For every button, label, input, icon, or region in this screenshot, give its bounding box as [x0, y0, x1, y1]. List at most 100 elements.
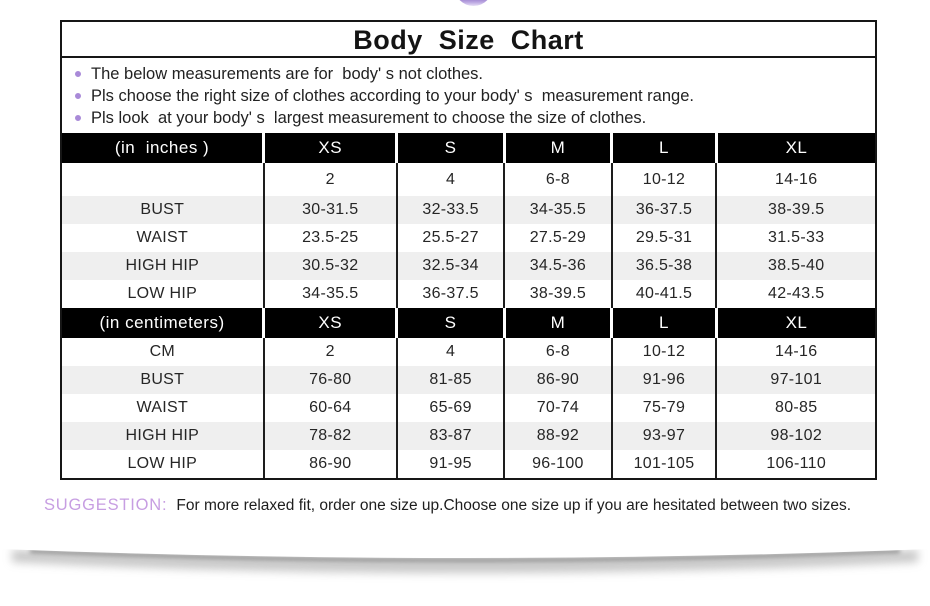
size-value: 30.5-32: [262, 252, 397, 280]
size-col-header-l: L: [610, 133, 717, 163]
bullet-ring-icon: [75, 93, 81, 99]
size-value: 40-41.5: [610, 280, 717, 308]
size-value: 93-97: [610, 422, 717, 450]
unit-label-centimeters: (in centimeters): [62, 308, 264, 338]
partial-circle-logo-icon: [454, 0, 493, 6]
header-row-inches: (in inches ) XS S M L XL: [62, 133, 875, 163]
size-value: 60-64: [262, 394, 397, 422]
row-label: WAIST: [136, 229, 189, 246]
note-text: The below measurements are for body' s n…: [91, 64, 484, 83]
note-text: Pls look at your body' s largest measure…: [91, 108, 647, 127]
table-row: BUST 76-80 81-85 86-90 91-96 97-101: [62, 366, 875, 394]
row-label: BUST: [140, 201, 185, 218]
notes-list: The below measurements are for body' s n…: [62, 58, 875, 133]
size-value: 14-16: [715, 338, 875, 366]
size-value: 29.5-31: [610, 224, 717, 252]
size-value: 38-39.5: [715, 196, 875, 224]
size-value: 27.5-29: [503, 224, 612, 252]
table-row: HIGH HIP 78-82 83-87 88-92 93-97 98-102: [62, 422, 875, 450]
size-col-header-xl: XL: [714, 308, 875, 338]
row-label: BUST: [140, 371, 185, 388]
table-row: HIGH HIP 30.5-32 32.5-34 34.5-36 36.5-38 38.5…: [62, 252, 875, 280]
size-value: 10-12: [610, 338, 717, 366]
size-value: 6-8: [503, 163, 612, 196]
size-value: 91-95: [395, 450, 505, 478]
size-value: 30-31.5: [262, 196, 397, 224]
page-bottom-shadow: [0, 538, 930, 606]
size-col-header-m: M: [502, 308, 612, 338]
size-value: 91-96: [610, 366, 717, 394]
bullet-ring-icon: [75, 115, 81, 121]
note-line-0: The below measurements are for body' s n…: [72, 63, 869, 85]
table-row: BUST 30-31.5 32-33.5 34-35.5 36-37.5 38-39.5: [62, 196, 875, 224]
size-value: 2: [262, 338, 397, 366]
page-curl-shadow-graphic: [0, 538, 930, 573]
table-row: WAIST 60-64 65-69 70-74 75-79 80-85: [62, 394, 875, 422]
size-col-header-xs: XS: [262, 308, 397, 338]
size-value: 101-105: [610, 450, 717, 478]
suggestion-text: For more relaxed fit, order one size up.…: [176, 497, 852, 514]
row-label: WAIST: [136, 399, 189, 416]
size-value: 106-110: [715, 450, 875, 478]
size-value: 88-92: [503, 422, 612, 450]
row-label: CM: [149, 343, 176, 360]
size-table-body: (in inches ) XS S M L XL 2 4 6-8 10-12 14-16 BUST 30…: [62, 133, 875, 478]
unit-label-inches: (in inches ): [62, 133, 264, 163]
size-value: 34-35.5: [503, 196, 612, 224]
size-value: 97-101: [715, 366, 875, 394]
note-text: Pls choose the right size of clothes acc…: [91, 86, 694, 105]
size-value: 83-87: [395, 422, 505, 450]
size-col-header-m: M: [502, 133, 612, 163]
size-value: 98-102: [715, 422, 875, 450]
row-label: HIGH HIP: [125, 427, 200, 444]
size-value: 81-85: [395, 366, 505, 394]
size-value: 6-8: [503, 338, 612, 366]
size-value: 38.5-40: [715, 252, 875, 280]
table-row: CM 2 4 6-8 10-12 14-16: [62, 338, 875, 366]
size-value: 42-43.5: [715, 280, 875, 308]
size-value: 76-80: [262, 366, 397, 394]
size-value: 96-100: [503, 450, 612, 478]
size-table: (in inches ) XS S M L XL 2 4 6-8 10-12 14-16 BUST 30…: [62, 133, 875, 478]
size-value: 4: [395, 338, 505, 366]
size-value: 4: [395, 163, 505, 196]
size-col-header-s: S: [395, 308, 505, 338]
size-value: 78-82: [262, 422, 397, 450]
table-row: LOW HIP 34-35.5 36-37.5 38-39.5 40-41.5 42-43…: [62, 280, 875, 308]
size-value: 23.5-25: [262, 224, 397, 252]
size-value: 36-37.5: [395, 280, 505, 308]
size-value: 32.5-34: [395, 252, 505, 280]
row-label: [62, 163, 264, 196]
row-label: LOW HIP: [127, 285, 198, 302]
size-value: 36.5-38: [610, 252, 717, 280]
page-title: Body Size Chart: [62, 22, 875, 58]
size-chart-box: Body Size Chart The below measurements a…: [60, 20, 877, 480]
size-col-header-xs: XS: [262, 133, 397, 163]
row-label: HIGH HIP: [125, 257, 200, 274]
size-value: 2: [262, 163, 397, 196]
row-label: LOW HIP: [127, 455, 198, 472]
size-value: 31.5-33: [715, 224, 875, 252]
table-row: WAIST 23.5-25 25.5-27 27.5-29 29.5-31 31.5-33: [62, 224, 875, 252]
size-value: 65-69: [395, 394, 505, 422]
size-value: 80-85: [715, 394, 875, 422]
size-value: 34-35.5: [262, 280, 397, 308]
note-line-1: Pls choose the right size of clothes acc…: [72, 85, 869, 107]
size-col-header-xl: XL: [714, 133, 875, 163]
size-value: 10-12: [610, 163, 717, 196]
table-row: LOW HIP 86-90 91-95 96-100 101-105 106-110: [62, 450, 875, 478]
size-value: 32-33.5: [395, 196, 505, 224]
size-value: 86-90: [503, 366, 612, 394]
size-value: 14-16: [715, 163, 875, 196]
size-value: 38-39.5: [503, 280, 612, 308]
size-value: 86-90: [262, 450, 397, 478]
header-row-centimeters: (in centimeters) XS S M L XL: [62, 308, 875, 338]
size-value: 70-74: [503, 394, 612, 422]
note-line-2: Pls look at your body' s largest measure…: [72, 107, 869, 129]
size-value: 75-79: [610, 394, 717, 422]
size-col-header-s: S: [395, 133, 505, 163]
suggestion-label: SUGGESTION:: [44, 496, 168, 514]
size-value: 34.5-36: [503, 252, 612, 280]
size-value: 25.5-27: [395, 224, 505, 252]
